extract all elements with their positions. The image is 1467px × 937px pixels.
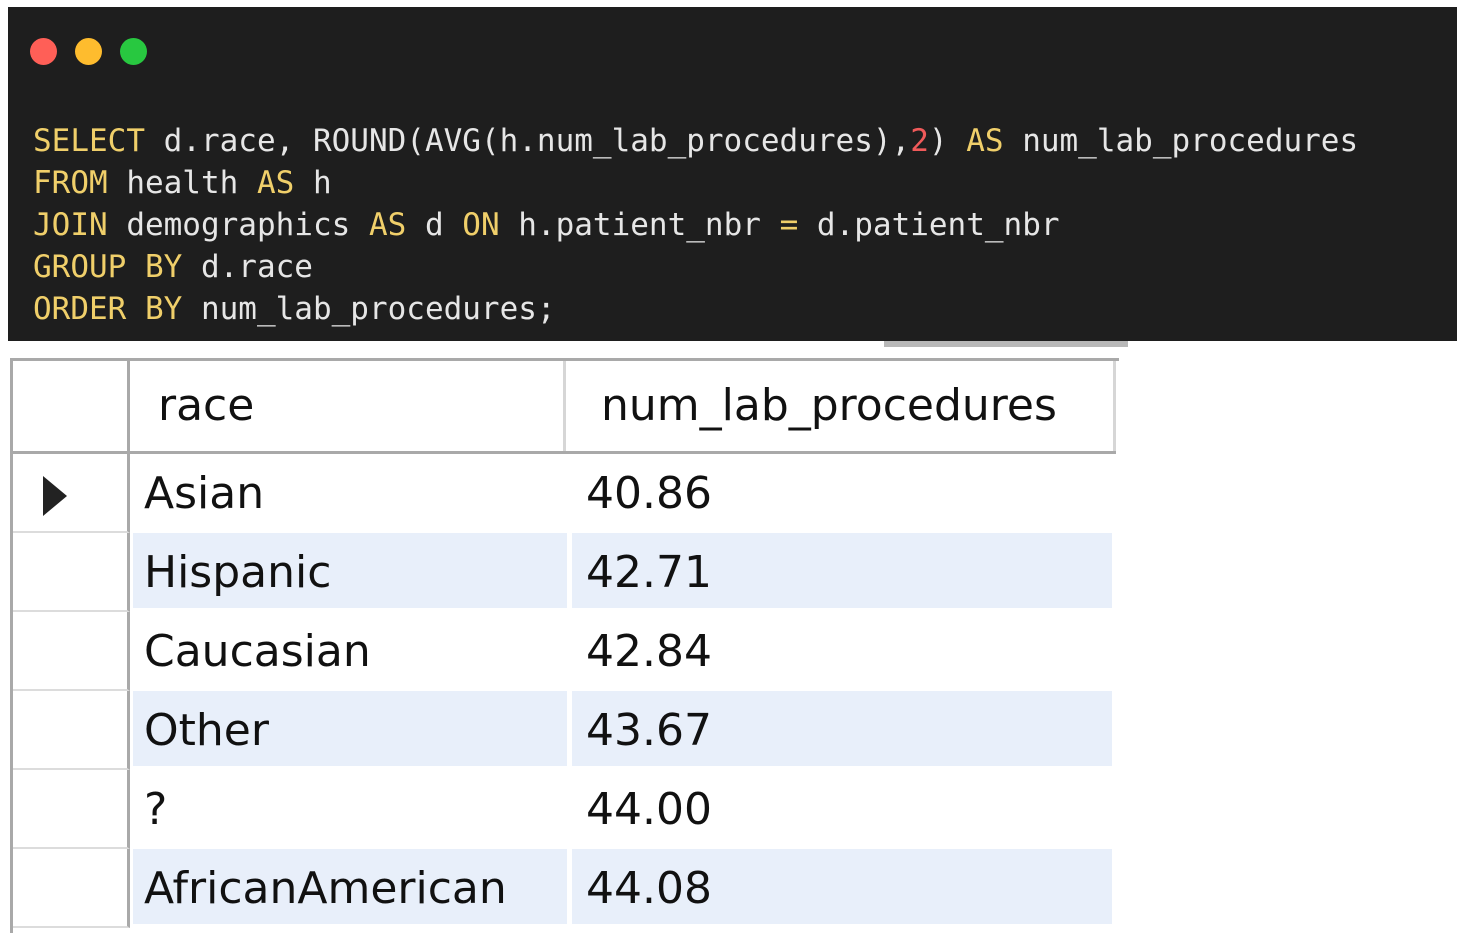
cell-race[interactable]: Asian bbox=[133, 454, 567, 529]
sql-number: 2 bbox=[910, 123, 929, 159]
grid-rows: Asian 40.86 Hispanic 42.71 Caucasian 42.84 Oth… bbox=[13, 454, 1116, 928]
cell-race[interactable]: ? bbox=[133, 770, 567, 845]
cell-race[interactable]: Hispanic bbox=[133, 533, 567, 608]
column-header-race[interactable]: race bbox=[130, 361, 566, 451]
sql-text: ) bbox=[929, 123, 966, 159]
table-row[interactable]: Other 43.67 bbox=[13, 691, 1116, 770]
sql-keyword: = bbox=[780, 207, 799, 243]
sql-code[interactable]: SELECT d.race, ROUND(AVG(h.num_lab_proce… bbox=[33, 120, 1358, 330]
sql-editor[interactable]: SELECT d.race, ROUND(AVG(h.num_lab_proce… bbox=[8, 7, 1457, 341]
maximize-window-button[interactable] bbox=[120, 38, 147, 65]
sql-keyword: AS bbox=[966, 123, 1003, 159]
grid-splitter bbox=[884, 341, 1128, 347]
cell-num-lab-procedures[interactable]: 42.71 bbox=[572, 533, 1112, 608]
row-selector[interactable] bbox=[13, 770, 130, 849]
sql-keyword: AS bbox=[257, 165, 294, 201]
sql-text: num_lab_procedures bbox=[1004, 123, 1359, 159]
sql-keyword: AS bbox=[369, 207, 406, 243]
sql-keyword: ORDER BY bbox=[33, 291, 182, 327]
cell-num-lab-procedures[interactable]: 42.84 bbox=[572, 612, 1112, 687]
table-row[interactable]: AfricanAmerican 44.08 bbox=[13, 849, 1116, 928]
sql-keyword: FROM bbox=[33, 165, 108, 201]
row-selector[interactable] bbox=[13, 533, 130, 612]
sql-text: h bbox=[294, 165, 331, 201]
row-selector[interactable] bbox=[13, 691, 130, 770]
code-line: GROUP BY d.race bbox=[33, 246, 1358, 288]
code-line: FROM health AS h bbox=[33, 162, 1358, 204]
cell-race[interactable]: AfricanAmerican bbox=[133, 849, 567, 924]
code-line: JOIN demographics AS d ON h.patient_nbr … bbox=[33, 204, 1358, 246]
sql-keyword: SELECT bbox=[33, 123, 145, 159]
minimize-window-button[interactable] bbox=[75, 38, 102, 65]
row-selector[interactable] bbox=[13, 612, 130, 691]
sql-text: d.race bbox=[182, 249, 313, 285]
grid-corner-cell[interactable] bbox=[13, 361, 130, 451]
sql-text: health bbox=[108, 165, 257, 201]
sql-keyword: ON bbox=[462, 207, 499, 243]
sql-text: h.patient_nbr bbox=[500, 207, 780, 243]
cell-race[interactable]: Caucasian bbox=[133, 612, 567, 687]
table-row[interactable]: Asian 40.86 bbox=[13, 454, 1116, 533]
table-row[interactable]: Caucasian 42.84 bbox=[13, 612, 1116, 691]
table-row[interactable]: ? 44.00 bbox=[13, 770, 1116, 849]
sql-text: d.patient_nbr bbox=[798, 207, 1059, 243]
column-header-num-lab-procedures[interactable]: num_lab_procedures bbox=[569, 361, 1116, 451]
cell-num-lab-procedures[interactable]: 40.86 bbox=[572, 454, 1112, 529]
table-row[interactable]: Hispanic 42.71 bbox=[13, 533, 1116, 612]
sql-keyword: GROUP BY bbox=[33, 249, 182, 285]
code-line: SELECT d.race, ROUND(AVG(h.num_lab_proce… bbox=[33, 120, 1358, 162]
sql-text: d bbox=[406, 207, 462, 243]
code-line: ORDER BY num_lab_procedures; bbox=[33, 288, 1358, 330]
sql-keyword: JOIN bbox=[33, 207, 108, 243]
row-pointer-icon bbox=[43, 476, 67, 516]
row-selector[interactable] bbox=[13, 849, 130, 928]
cell-num-lab-procedures[interactable]: 44.08 bbox=[572, 849, 1112, 924]
grid-header-row: race num_lab_procedures bbox=[13, 361, 1116, 454]
close-window-button[interactable] bbox=[30, 38, 57, 65]
sql-text: num_lab_procedures; bbox=[182, 291, 555, 327]
cell-num-lab-procedures[interactable]: 44.00 bbox=[572, 770, 1112, 845]
sql-text: demographics bbox=[108, 207, 369, 243]
row-selector[interactable] bbox=[13, 454, 130, 533]
cell-race[interactable]: Other bbox=[133, 691, 567, 766]
result-grid[interactable]: race num_lab_procedures Asian 40.86 Hispan… bbox=[10, 358, 1119, 933]
cell-num-lab-procedures[interactable]: 43.67 bbox=[572, 691, 1112, 766]
sql-text: d.race, ROUND(AVG(h.num_lab_procedures), bbox=[145, 123, 910, 159]
